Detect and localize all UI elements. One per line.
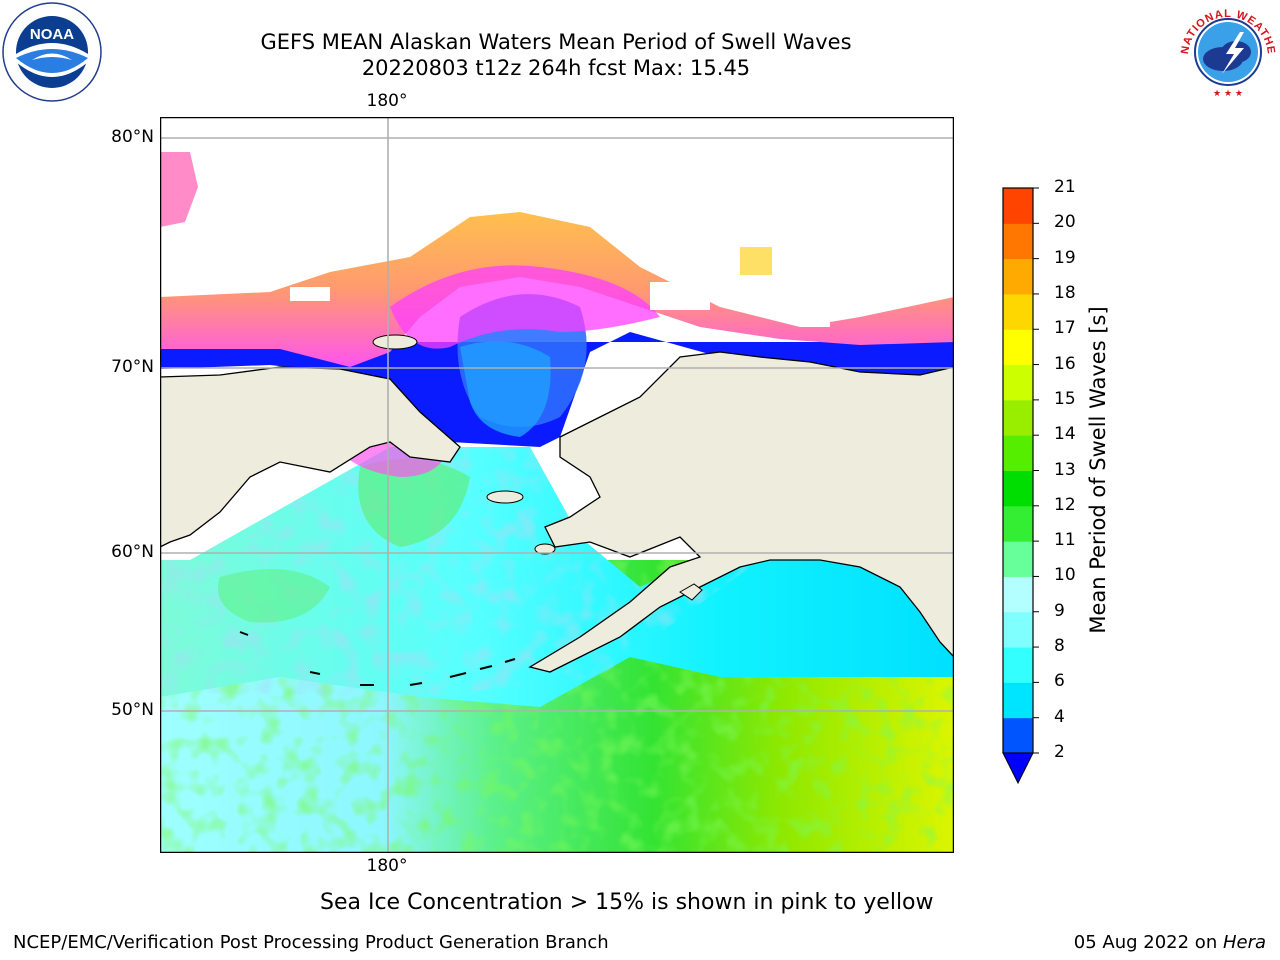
colorbar-bin xyxy=(1003,293,1033,330)
land-alaska xyxy=(528,351,954,673)
graticule xyxy=(160,117,954,853)
colorbar-tick-label: 21 xyxy=(1054,177,1076,197)
nws-logo: NATIONAL WEATHER SERVICE ★ ★ ★ xyxy=(1174,0,1278,102)
svg-text:★ ★ ★: ★ ★ ★ xyxy=(1213,89,1243,99)
colorbar-bin xyxy=(1003,470,1033,507)
colorbar-label: Mean Period of Swell Waves [s] xyxy=(1086,306,1110,634)
colorbar-bin xyxy=(1003,682,1033,719)
colorbar-bin xyxy=(1003,541,1033,577)
colorbar-tick-label: 9 xyxy=(1054,600,1065,621)
colorbar-tick-label: 19 xyxy=(1054,247,1076,268)
lon-label-bottom: 180° xyxy=(366,856,408,876)
colorbar-tick-label: 17 xyxy=(1054,318,1076,339)
colorbar-bin xyxy=(1003,435,1033,471)
footer-date: 05 Aug 2022 on Hera xyxy=(1074,932,1266,953)
colorbar-tick-label: 15 xyxy=(1054,388,1076,409)
colorbar-tick-label: 16 xyxy=(1054,353,1076,374)
footer-branch: NCEP/EMC/Verification Post Processing Pr… xyxy=(13,932,609,953)
map-subtitle: 20220803 t12z 264h fcst Max: 15.45 xyxy=(361,56,751,80)
colorbar-bin xyxy=(1003,364,1033,401)
colorbar-tick-label: 11 xyxy=(1054,530,1076,551)
land-siberia xyxy=(160,366,461,548)
colorbar-bin xyxy=(1003,399,1033,436)
colorbar-tick-label: 14 xyxy=(1054,424,1076,445)
footer-date-text: 05 Aug 2022 on xyxy=(1073,932,1223,953)
lat-label-50: 50°N xyxy=(111,700,154,720)
colorbar-bin xyxy=(1003,576,1033,613)
colorbar-tick-label: 12 xyxy=(1054,494,1076,515)
colorbar-bin xyxy=(1003,188,1033,224)
swell-period-map xyxy=(159,116,955,854)
lat-label-70: 70°N xyxy=(111,357,154,377)
colorbar-tick-label: 8 xyxy=(1054,636,1065,657)
colorbar-bin xyxy=(1003,717,1033,754)
colorbar-tick-label: 13 xyxy=(1054,459,1076,480)
colorbar-bin xyxy=(1003,505,1033,542)
colorbar-extend-arrow xyxy=(1002,752,1034,785)
colorbar-bin xyxy=(1003,647,1033,683)
map-panel xyxy=(159,116,955,854)
svg-text:NOAA: NOAA xyxy=(30,26,74,43)
colorbar-tick-label: 18 xyxy=(1054,282,1076,303)
colorbar-tick-label: 10 xyxy=(1054,565,1076,586)
footer-machine: Hera xyxy=(1222,932,1266,953)
lat-label-80: 80°N xyxy=(111,127,154,147)
ice-caption: Sea Ice Concentration > 15% is shown in … xyxy=(320,890,934,915)
noaa-logo: NOAA xyxy=(2,2,102,102)
lon-label-top: 180° xyxy=(366,91,408,111)
colorbar-tick-label: 2 xyxy=(1054,742,1065,762)
sea-ice xyxy=(160,212,954,367)
lat-label-60: 60°N xyxy=(111,542,154,562)
aleutian-islands xyxy=(239,631,516,686)
colorbar-tick-label: 6 xyxy=(1054,671,1065,692)
colorbar xyxy=(995,180,1055,790)
colorbar-tick-label: 4 xyxy=(1054,706,1065,727)
colorbar-bin xyxy=(1003,223,1033,260)
colorbar-bin xyxy=(1003,611,1033,648)
colorbar-bin xyxy=(1003,258,1033,295)
map-title: GEFS MEAN Alaskan Waters Mean Period of … xyxy=(260,30,852,54)
colorbar-bin xyxy=(1003,329,1033,366)
colorbar-tick-label: 20 xyxy=(1054,212,1076,233)
